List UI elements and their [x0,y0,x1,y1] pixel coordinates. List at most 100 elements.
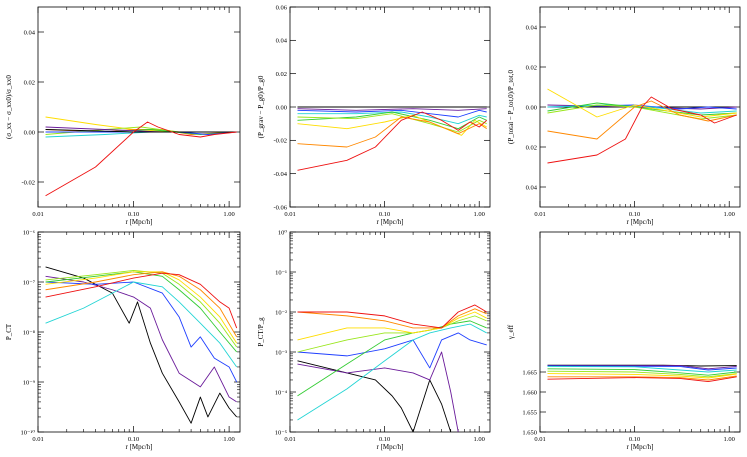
series-line-purple [297,108,487,111]
x-tick-label: 0.01 [284,436,295,443]
y-tick-label: 0.00 [24,129,35,136]
y-tick-label: 10⁻² [275,309,287,316]
y-tick-label: 0.00 [526,104,537,111]
chart-panel_c: 0.01 0.10 1.00 0.04 0.02 0.00 0.02 0.04 r [Mpc/h… [507,6,741,226]
series-line-cyan [297,111,487,125]
x-tick-label: 0.10 [128,436,139,443]
series-line-black [45,266,238,424]
x-axis-label: r [Mpc/h] [376,443,403,451]
series-line-red [547,376,737,383]
series-group [297,106,488,171]
series-line-green [297,111,487,130]
y-tick-label: 10⁻⁸ [23,329,36,336]
y-tick-label: 1.665 [522,369,537,376]
x-axis-label: r [Mpc/h] [125,218,152,226]
x-tick-label: 1.00 [474,211,485,218]
x-axis-label: r [Mpc/h] [125,443,152,451]
y-tick-label: 10⁻¹ [275,269,287,276]
x-tick-label: 0.01 [284,211,295,218]
y-axis-label: (P_grav − P_g0)/P_g0 [257,75,265,138]
y-tick-label: 0.00 [276,104,287,111]
series-line-black [297,360,452,432]
chart-panel_a: 0.01 0.10 1.00 -0.02 0.00 0.02 0.04 r [Mpc/h] (σ… [5,6,241,226]
series-line-red [45,121,237,197]
chart-panel_e: 0.01 0.10 1.00 10⁻⁵ 10⁻⁴ 10⁻³ 10⁻² 10⁻¹ 10⁰ r [Mp… [257,229,491,451]
series-line-green [547,368,737,376]
x-tick-label: 0.01 [534,211,545,218]
series-line-orange [547,375,737,381]
x-tick-label: 1.00 [223,211,234,218]
series-line-orange [547,100,737,140]
y-tick-label: 10⁻⁹ [23,379,36,386]
y-tick-label: 1.655 [522,409,537,416]
y-tick-label: 0.04 [24,29,36,36]
series-line-cyan [547,104,737,114]
chart-panel_f: 0.01 0.10 1.00 1.650 1.655 1.660 1.665 r [Mpc/h… [507,231,741,451]
y-tick-label: 0.02 [526,144,537,151]
plot-frame [37,6,241,208]
y-tick-label: 1.650 [522,429,537,436]
series-line-blue [297,332,487,369]
series-line-blue [297,109,487,118]
series-line-green [45,271,238,353]
series-line-yellow [45,271,238,344]
y-axis-label: (σ_xx − σ_xx0)/σ_xx0 [5,75,13,139]
series-group [547,88,737,164]
y-tick-label: 10⁻⁷ [23,279,35,286]
plot-frame [37,231,241,433]
x-axis-label: r [Mpc/h] [626,218,653,226]
y-axis-label: γ_eff [507,324,515,340]
y-tick-label: 10⁻⁴ [275,389,288,396]
y-axis-label: (P_total − P_tot,0)/P_tot,0 [507,70,515,144]
y-tick-label: 10⁻⁶ [23,229,35,236]
series-line-red [547,96,737,164]
x-tick-label: 0.10 [629,211,640,218]
y-tick-label: 10⁰ [278,229,288,236]
y-tick-label: 0.02 [526,64,537,71]
series-line-lime [297,113,487,133]
x-tick-label: 0.10 [629,436,640,443]
series-group [297,304,487,432]
y-tick-label: -0.04 [273,171,287,178]
plot-frame [539,231,741,433]
y-tick-label: 10⁻³ [275,349,287,356]
x-tick-label: 1.00 [474,436,485,443]
series-line-red [297,111,488,171]
series-group [45,266,238,424]
x-tick-label: 1.00 [724,211,735,218]
series-line-green [297,320,487,397]
series-group [45,116,237,197]
series-line-purple [45,275,237,403]
x-tick-label: 0.10 [128,211,139,218]
series-line-cyan [45,281,238,368]
y-tick-label: -0.02 [21,179,35,186]
chart-panel_d: 0.01 0.10 1.00 10⁻¹⁰ 10⁻⁹ 10⁻⁸ 10⁻⁷ 10⁻⁶ r [Mpc/… [5,229,241,451]
plot-frame [289,231,491,433]
series-line-purple [547,365,737,370]
y-tick-label: 10⁻¹⁰ [21,429,36,436]
series-line-lime [45,270,238,348]
series-group [547,364,737,383]
series-line-red [45,272,238,329]
series-line-yellow [297,311,487,341]
series-line-orange [297,308,487,329]
y-axis-label: P_CT/P_g [257,317,265,347]
y-tick-label: 0.04 [526,184,538,191]
x-tick-label: 0.01 [534,436,545,443]
series-line-blue [45,281,238,383]
y-tick-label: 0.06 [276,4,288,11]
x-tick-label: 1.00 [223,436,234,443]
y-tick-label: 0.02 [276,71,287,78]
x-tick-label: 0.01 [32,211,43,218]
series-line-cyan [547,365,737,373]
y-tick-label: 0.04 [526,24,538,31]
series-line-cyan [297,323,487,421]
y-tick-label: -0.02 [273,138,287,145]
x-tick-label: 0.10 [379,211,390,218]
y-tick-label: 10⁻⁵ [275,429,287,436]
y-axis-label: P_CT [5,323,13,340]
x-tick-label: 0.01 [32,436,43,443]
y-tick-label: 1.660 [522,389,537,396]
series-line-red [297,304,487,329]
series-line-yellow [547,373,737,379]
